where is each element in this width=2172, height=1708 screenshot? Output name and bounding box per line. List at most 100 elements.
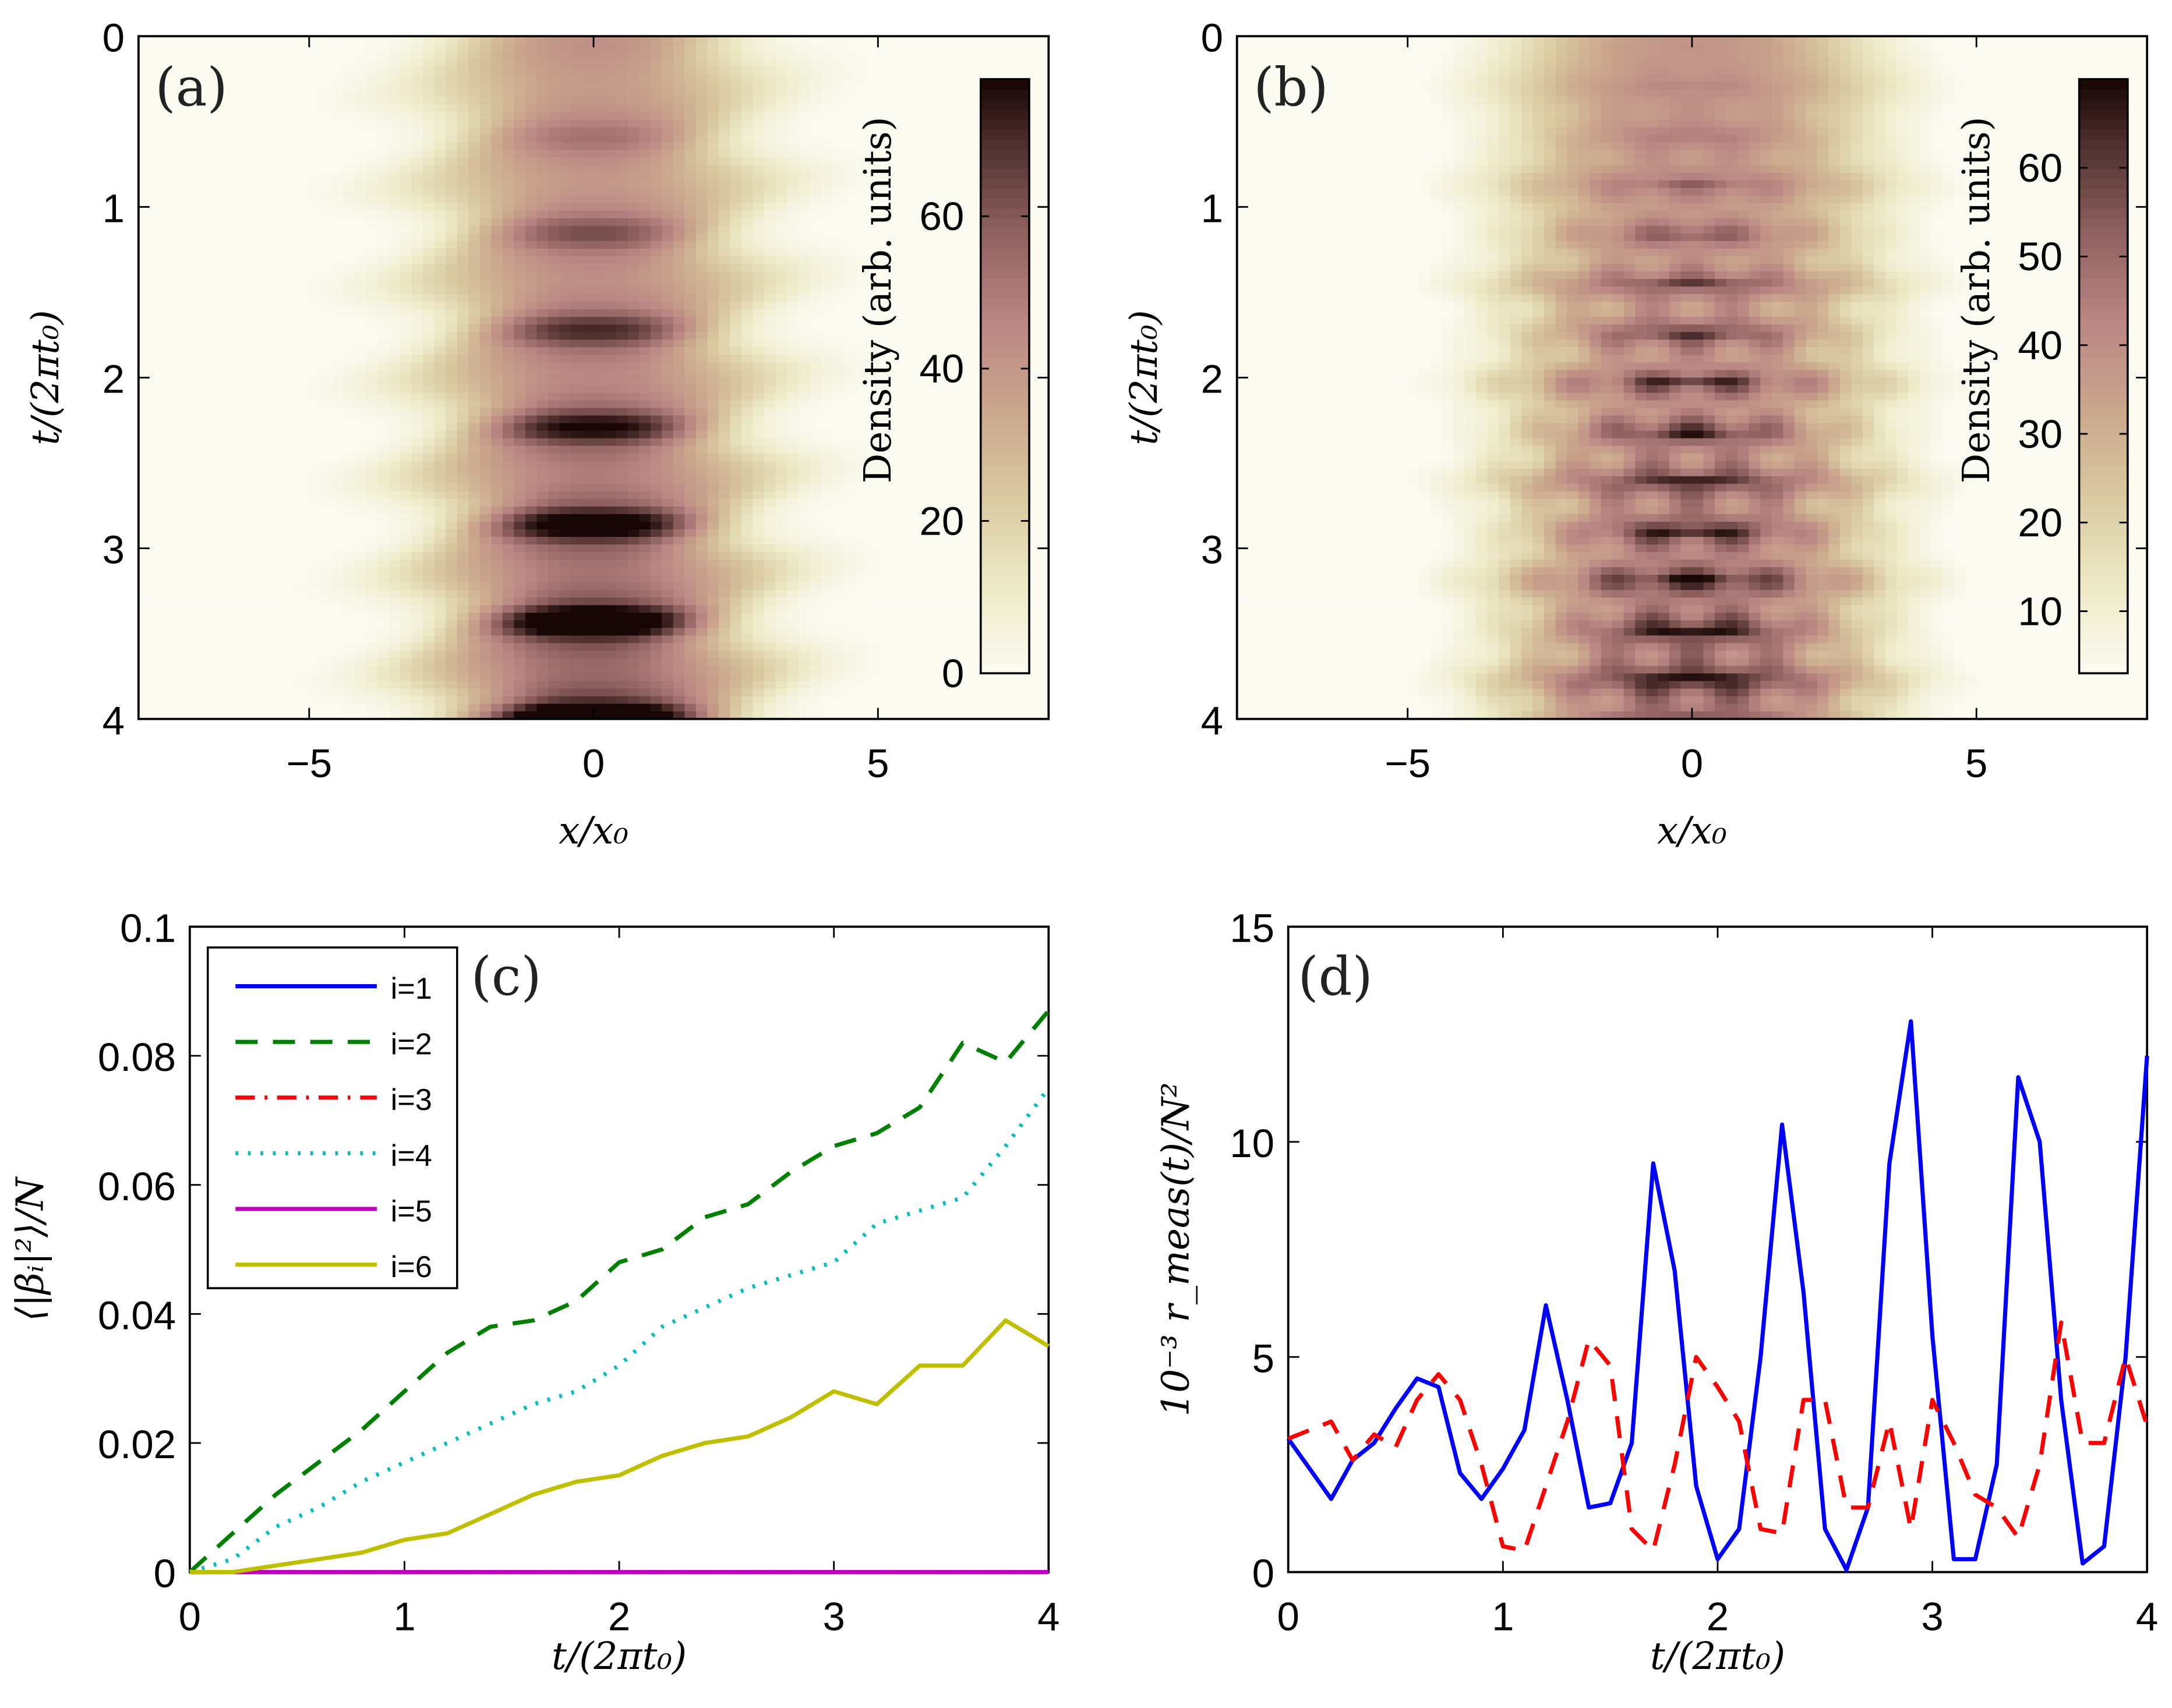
heatmap-cell — [559, 476, 572, 485]
heatmap-cell — [866, 82, 879, 90]
heatmap-cell — [605, 89, 617, 98]
heatmap-cell — [491, 377, 504, 386]
heatmap-cell — [411, 483, 424, 493]
heatmap-cell — [446, 279, 458, 288]
heatmap-cell — [673, 104, 686, 113]
heatmap-cell — [183, 104, 196, 113]
heatmap-cell — [377, 74, 390, 83]
heatmap-cell — [707, 157, 720, 167]
heatmap-cell — [411, 468, 424, 478]
heatmap-cell — [263, 248, 276, 257]
heatmap-cell — [570, 392, 583, 401]
heatmap-cell — [798, 51, 811, 60]
heatmap-cell — [354, 287, 367, 295]
heatmap-cell — [594, 400, 606, 409]
heatmap-cell — [207, 347, 219, 356]
heatmap-cell — [605, 127, 617, 136]
heatmap-cell — [298, 423, 310, 432]
heatmap-cell — [594, 51, 606, 60]
heatmap-cell — [946, 309, 959, 318]
heatmap-cell — [400, 271, 412, 280]
heatmap-cell — [912, 445, 924, 455]
heatmap-cell — [934, 430, 947, 440]
heatmap-cell — [354, 150, 367, 159]
heatmap-cell — [411, 506, 424, 515]
heatmap-cell — [810, 188, 822, 197]
heatmap-cell — [400, 498, 412, 508]
heatmap-cell — [866, 241, 879, 250]
heatmap-cell — [570, 66, 583, 75]
heatmap-cell — [263, 51, 276, 60]
heatmap-cell — [423, 287, 436, 295]
heatmap-cell — [582, 362, 595, 371]
heatmap-cell — [366, 408, 379, 416]
heatmap-cell — [468, 370, 481, 379]
heatmap-cell — [764, 59, 776, 68]
heatmap-cell — [263, 309, 276, 318]
heatmap-cell — [366, 150, 379, 159]
heatmap-cell — [730, 112, 743, 121]
heatmap-cell — [934, 74, 947, 83]
heatmap-cell — [866, 188, 879, 197]
heatmap-cell — [627, 210, 640, 220]
heatmap-cell — [718, 59, 731, 68]
heatmap-cell — [559, 294, 572, 303]
heatmap-cell — [764, 218, 776, 227]
heatmap-cell — [787, 241, 800, 250]
heatmap-cell — [536, 385, 549, 394]
heatmap-cell — [218, 127, 231, 136]
heatmap-cell — [695, 355, 708, 363]
heatmap-cell — [263, 377, 276, 386]
heatmap-cell — [286, 89, 299, 98]
heatmap-cell — [707, 385, 720, 394]
heatmap-cell — [548, 476, 560, 485]
heatmap-cell — [331, 97, 344, 105]
heatmap-cell — [1037, 309, 1050, 318]
heatmap-cell — [764, 438, 776, 447]
heatmap-cell — [775, 355, 788, 363]
heatmap-cell — [150, 476, 163, 485]
heatmap-cell — [252, 172, 265, 182]
heatmap-cell — [594, 180, 606, 189]
heatmap-cell — [582, 210, 595, 220]
heatmap-cell — [331, 218, 344, 227]
heatmap-cell — [252, 309, 265, 318]
heatmap-cell — [934, 294, 947, 303]
heatmap-cell — [730, 89, 743, 98]
heatmap-cell — [150, 408, 163, 416]
heatmap-cell — [673, 362, 686, 371]
heatmap-cell — [775, 400, 788, 409]
heatmap-cell — [502, 157, 515, 167]
heatmap-cell — [536, 195, 549, 204]
heatmap-cell — [457, 51, 469, 60]
heatmap-cell — [434, 135, 447, 143]
heatmap-cell — [764, 51, 776, 60]
heatmap-cell — [331, 302, 344, 310]
heatmap-cell — [229, 188, 242, 197]
heatmap-cell — [673, 51, 686, 60]
heatmap-cell — [138, 44, 151, 52]
heatmap-cell — [172, 66, 185, 75]
heatmap-cell — [423, 377, 436, 386]
heatmap-cell — [491, 44, 504, 52]
heatmap-cell — [582, 233, 595, 242]
heatmap-cell — [331, 188, 344, 197]
heatmap-cell — [309, 430, 322, 440]
heatmap-cell — [389, 324, 401, 333]
heatmap-cell — [684, 248, 697, 257]
heatmap-cell — [411, 157, 424, 167]
heatmap-cell — [559, 377, 572, 386]
heatmap-cell — [275, 271, 288, 280]
heatmap-cell — [639, 415, 652, 425]
heatmap-cell — [912, 476, 924, 485]
heatmap-cell — [707, 248, 720, 257]
heatmap-cell — [991, 36, 1004, 45]
heatmap-cell — [662, 483, 674, 493]
heatmap-cell — [707, 150, 720, 159]
heatmap-cell — [298, 491, 310, 500]
heatmap-cell — [616, 36, 629, 45]
heatmap-cell — [707, 347, 720, 356]
heatmap-cell — [218, 423, 231, 432]
heatmap-cell — [707, 294, 720, 303]
heatmap-cell — [627, 119, 640, 128]
